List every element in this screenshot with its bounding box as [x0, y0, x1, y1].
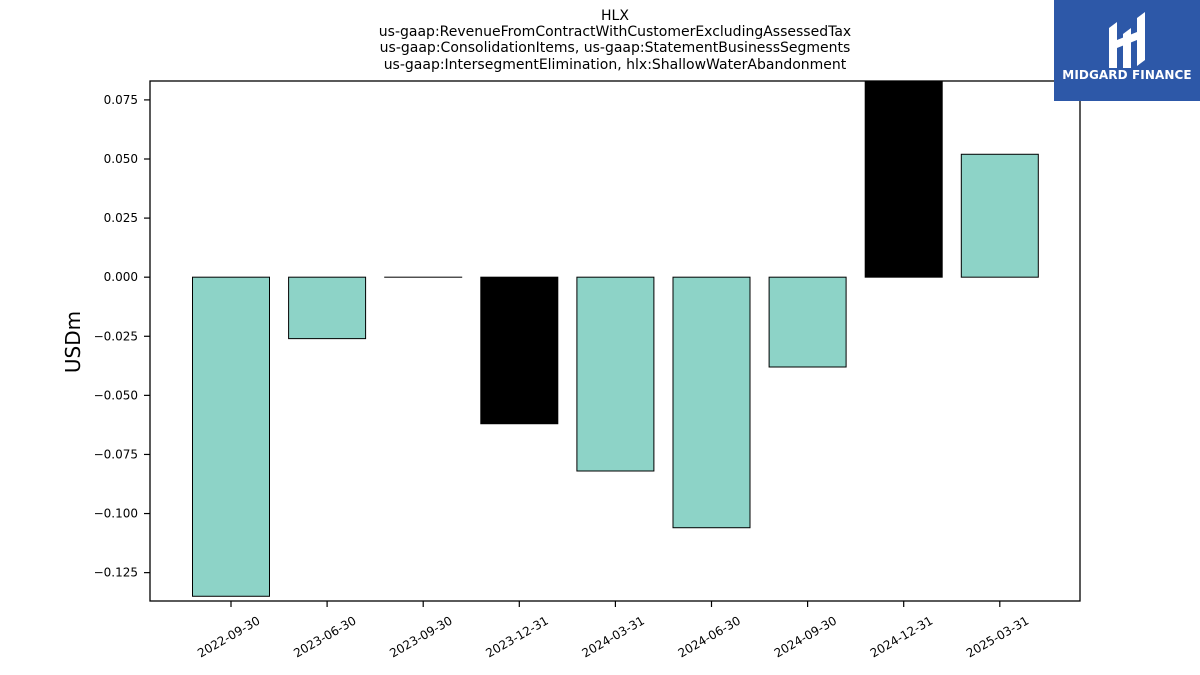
y-tick-label: −0.125: [94, 566, 138, 580]
x-axis: 2022-09-30 2023-06-30 2023-09-30 2023-12-31…: [195, 601, 1031, 660]
bar-2025-03-31: [960, 153, 1039, 278]
logo-text: MIDGARD FINANCE: [1062, 68, 1192, 82]
y-tick-label: 0.075: [104, 93, 138, 107]
x-tick-label: 2023-09-30: [387, 613, 454, 660]
y-tick-label: 0.050: [104, 152, 138, 166]
bar-2024-06-30: [672, 276, 751, 529]
x-tick-label: 2024-03-31: [579, 613, 646, 660]
chart-title: HLX us-gaap:RevenueFromContractWithCusto…: [379, 8, 851, 73]
midgard-logo-icon: [1109, 12, 1145, 68]
x-tick-label: 2024-12-31: [868, 613, 935, 660]
bar-2024-03-31: [576, 276, 655, 472]
y-axis-label: USDm: [61, 311, 85, 373]
bar-series: [192, 80, 1039, 597]
y-tick-label: −0.050: [94, 388, 138, 402]
chart-title-line: HLX: [601, 8, 629, 24]
x-tick-label: 2024-06-30: [676, 613, 743, 660]
plot-frame: [149, 80, 1081, 602]
x-tick-label: 2023-06-30: [291, 613, 358, 660]
bar-2024-12-31: [864, 80, 943, 278]
bar-2024-09-30: [768, 276, 847, 368]
y-tick-label: −0.075: [94, 447, 138, 461]
bar-2022-09-30: [192, 276, 270, 597]
bar-2023-12-31: [480, 276, 559, 425]
x-tick-label: 2025-03-31: [964, 613, 1031, 660]
bar-2023-06-30: [288, 276, 367, 340]
y-tick-label: 0.000: [104, 270, 138, 284]
chart-title-line: us-gaap:ConsolidationItems, us-gaap:Stat…: [380, 40, 851, 56]
x-tick-label: 2023-12-31: [483, 613, 550, 660]
y-axis: 0.075 0.050 0.025 0.000 −0.025 −0.050 −0.075 −0…: [94, 93, 150, 580]
y-tick-label: −0.100: [94, 507, 138, 521]
y-tick-label: 0.025: [104, 211, 138, 225]
x-tick-label: 2024-09-30: [772, 613, 839, 660]
midgard-finance-logo: MIDGARD FINANCE: [1054, 0, 1200, 101]
x-tick-label: 2022-09-30: [195, 613, 262, 660]
y-tick-label: −0.025: [94, 329, 138, 343]
chart-title-line: us-gaap:RevenueFromContractWithCustomerE…: [379, 24, 851, 40]
chart-title-line: us-gaap:IntersegmentElimination, hlx:Sha…: [384, 57, 847, 73]
